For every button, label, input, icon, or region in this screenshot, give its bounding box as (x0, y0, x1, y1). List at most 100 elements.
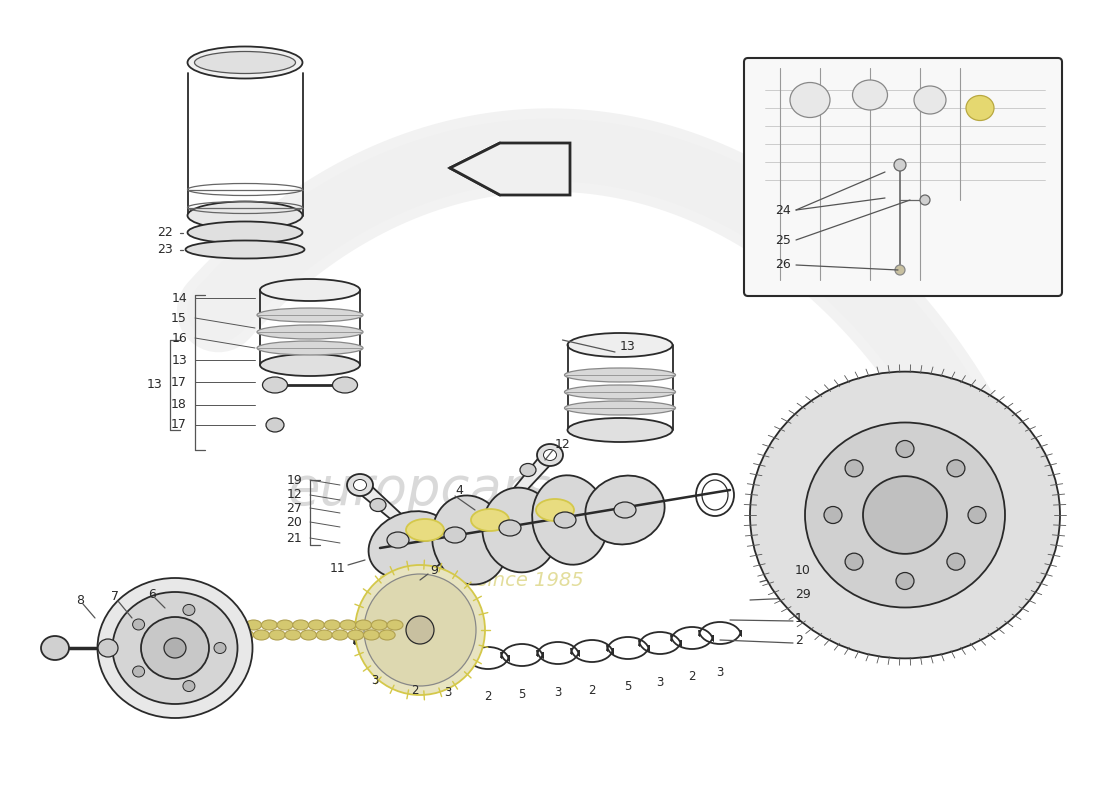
Text: 3: 3 (554, 686, 562, 698)
Ellipse shape (257, 325, 363, 339)
Ellipse shape (387, 620, 403, 630)
Ellipse shape (750, 372, 1060, 658)
Text: europcars: europcars (288, 464, 552, 516)
Ellipse shape (277, 620, 293, 630)
Text: 17: 17 (172, 418, 187, 431)
Ellipse shape (432, 495, 508, 585)
Ellipse shape (270, 630, 285, 640)
Text: 17: 17 (172, 375, 187, 389)
Ellipse shape (852, 80, 888, 110)
Text: 8: 8 (76, 594, 84, 606)
Ellipse shape (864, 476, 947, 554)
Ellipse shape (183, 681, 195, 691)
Ellipse shape (406, 616, 434, 644)
Polygon shape (450, 143, 570, 195)
Polygon shape (355, 480, 442, 558)
Ellipse shape (805, 422, 1005, 607)
Polygon shape (477, 450, 556, 538)
Ellipse shape (896, 441, 914, 458)
FancyBboxPatch shape (744, 58, 1062, 296)
Ellipse shape (260, 279, 360, 301)
Ellipse shape (133, 666, 144, 677)
Ellipse shape (968, 506, 986, 523)
Text: 2: 2 (795, 634, 803, 646)
Text: 3: 3 (444, 686, 452, 698)
Ellipse shape (222, 630, 238, 640)
Text: autoparts since 1985: autoparts since 1985 (376, 570, 583, 590)
Ellipse shape (470, 526, 490, 543)
Ellipse shape (564, 401, 675, 415)
Ellipse shape (260, 354, 360, 376)
Text: 5: 5 (625, 681, 631, 694)
Text: 16: 16 (172, 331, 187, 345)
Text: 1: 1 (795, 611, 803, 625)
Ellipse shape (536, 499, 574, 521)
Ellipse shape (372, 620, 387, 630)
Text: 6: 6 (148, 587, 156, 601)
Ellipse shape (266, 418, 284, 432)
Ellipse shape (894, 159, 906, 171)
Text: 3: 3 (657, 675, 663, 689)
Ellipse shape (363, 630, 379, 640)
Ellipse shape (471, 509, 509, 531)
Ellipse shape (482, 488, 558, 572)
Text: 13: 13 (172, 354, 187, 366)
Ellipse shape (614, 502, 636, 518)
Text: 19: 19 (286, 474, 302, 486)
Ellipse shape (317, 630, 332, 640)
Text: 10: 10 (795, 563, 811, 577)
Text: 2: 2 (689, 670, 695, 683)
Ellipse shape (98, 639, 118, 657)
Ellipse shape (824, 506, 842, 523)
Ellipse shape (896, 573, 914, 590)
Ellipse shape (355, 620, 372, 630)
Text: 2: 2 (411, 683, 419, 697)
Ellipse shape (187, 222, 302, 243)
Ellipse shape (419, 537, 461, 573)
Ellipse shape (183, 605, 195, 615)
Ellipse shape (253, 630, 270, 640)
Ellipse shape (532, 475, 608, 565)
Ellipse shape (133, 619, 144, 630)
Ellipse shape (257, 341, 363, 355)
Ellipse shape (346, 474, 373, 496)
Ellipse shape (332, 630, 348, 640)
Ellipse shape (543, 450, 557, 461)
Text: 20: 20 (286, 515, 302, 529)
Ellipse shape (499, 520, 521, 536)
Text: 9: 9 (430, 563, 438, 577)
Text: 24: 24 (776, 203, 791, 217)
Ellipse shape (914, 86, 946, 114)
Text: 23: 23 (157, 243, 173, 256)
Ellipse shape (368, 511, 451, 579)
Ellipse shape (238, 630, 254, 640)
Text: 12: 12 (556, 438, 571, 450)
Ellipse shape (444, 527, 466, 543)
Ellipse shape (845, 460, 864, 477)
Text: 26: 26 (776, 258, 791, 271)
Ellipse shape (324, 620, 340, 630)
Text: 18: 18 (172, 398, 187, 411)
Ellipse shape (186, 241, 305, 258)
Text: 15: 15 (172, 311, 187, 325)
Text: 2: 2 (588, 683, 596, 697)
Ellipse shape (790, 82, 830, 118)
Ellipse shape (564, 385, 675, 399)
Text: 12: 12 (286, 489, 302, 502)
Ellipse shape (285, 630, 301, 640)
Ellipse shape (845, 553, 864, 570)
Ellipse shape (293, 620, 309, 630)
Ellipse shape (947, 460, 965, 477)
Ellipse shape (387, 532, 409, 548)
Ellipse shape (245, 620, 262, 630)
Ellipse shape (379, 630, 395, 640)
Ellipse shape (348, 630, 364, 640)
Ellipse shape (300, 630, 317, 640)
Text: 13: 13 (620, 339, 636, 353)
Ellipse shape (355, 565, 485, 695)
Ellipse shape (98, 578, 253, 718)
Ellipse shape (920, 195, 929, 205)
Ellipse shape (585, 475, 664, 545)
Text: 13: 13 (146, 378, 162, 391)
Ellipse shape (164, 638, 186, 658)
